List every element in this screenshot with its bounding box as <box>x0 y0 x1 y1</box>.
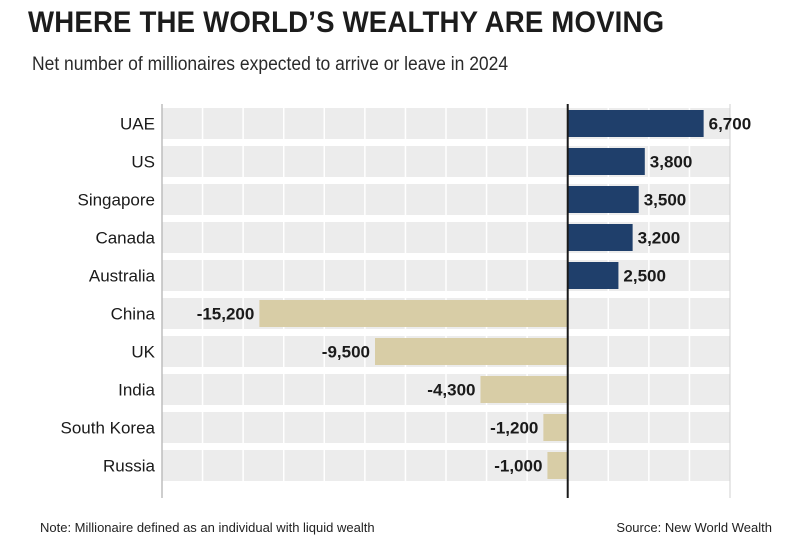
bar-uae <box>567 110 704 137</box>
data-label: 6,700 <box>709 115 752 134</box>
axes <box>161 104 731 498</box>
bar-russia <box>547 452 568 479</box>
data-label: -1,000 <box>494 457 542 476</box>
chart-subtitle: Net number of millionaires expected to a… <box>32 54 509 75</box>
category-label: Australia <box>89 267 156 286</box>
category-label: UAE <box>120 115 155 134</box>
bar-china <box>259 300 568 327</box>
category-label: China <box>111 305 156 324</box>
category-label: US <box>131 153 155 172</box>
bar-australia <box>567 262 619 289</box>
category-label: Canada <box>95 229 155 248</box>
data-label: 2,500 <box>623 267 666 286</box>
bar-south-korea <box>543 414 568 441</box>
data-label: -15,200 <box>197 305 255 324</box>
bar-uk <box>375 338 568 365</box>
bar-india <box>480 376 568 403</box>
data-label: 3,800 <box>650 153 693 172</box>
bar-canada <box>567 224 633 251</box>
bar-singapore <box>567 186 639 213</box>
category-label: Singapore <box>77 191 155 210</box>
bar-us <box>567 148 645 175</box>
category-label: Russia <box>103 457 156 476</box>
source-credit: Source: New World Wealth <box>616 520 772 535</box>
footnote: Note: Millionaire defined as an individu… <box>40 520 375 535</box>
data-label: 3,200 <box>638 229 681 248</box>
data-label: -4,300 <box>427 381 475 400</box>
bars <box>259 110 704 479</box>
data-label: 3,500 <box>644 191 687 210</box>
category-label: UK <box>131 343 155 362</box>
labels: UAE 6,700 US 3,800 Singapore 3,500 Canada 3,200… <box>60 115 751 476</box>
category-label: South Korea <box>60 419 155 438</box>
category-label: India <box>118 381 155 400</box>
data-label: -1,200 <box>490 419 538 438</box>
chart-title: WHERE THE WORLD’S WEALTHY ARE MOVING <box>28 6 665 39</box>
data-label: -9,500 <box>322 343 370 362</box>
